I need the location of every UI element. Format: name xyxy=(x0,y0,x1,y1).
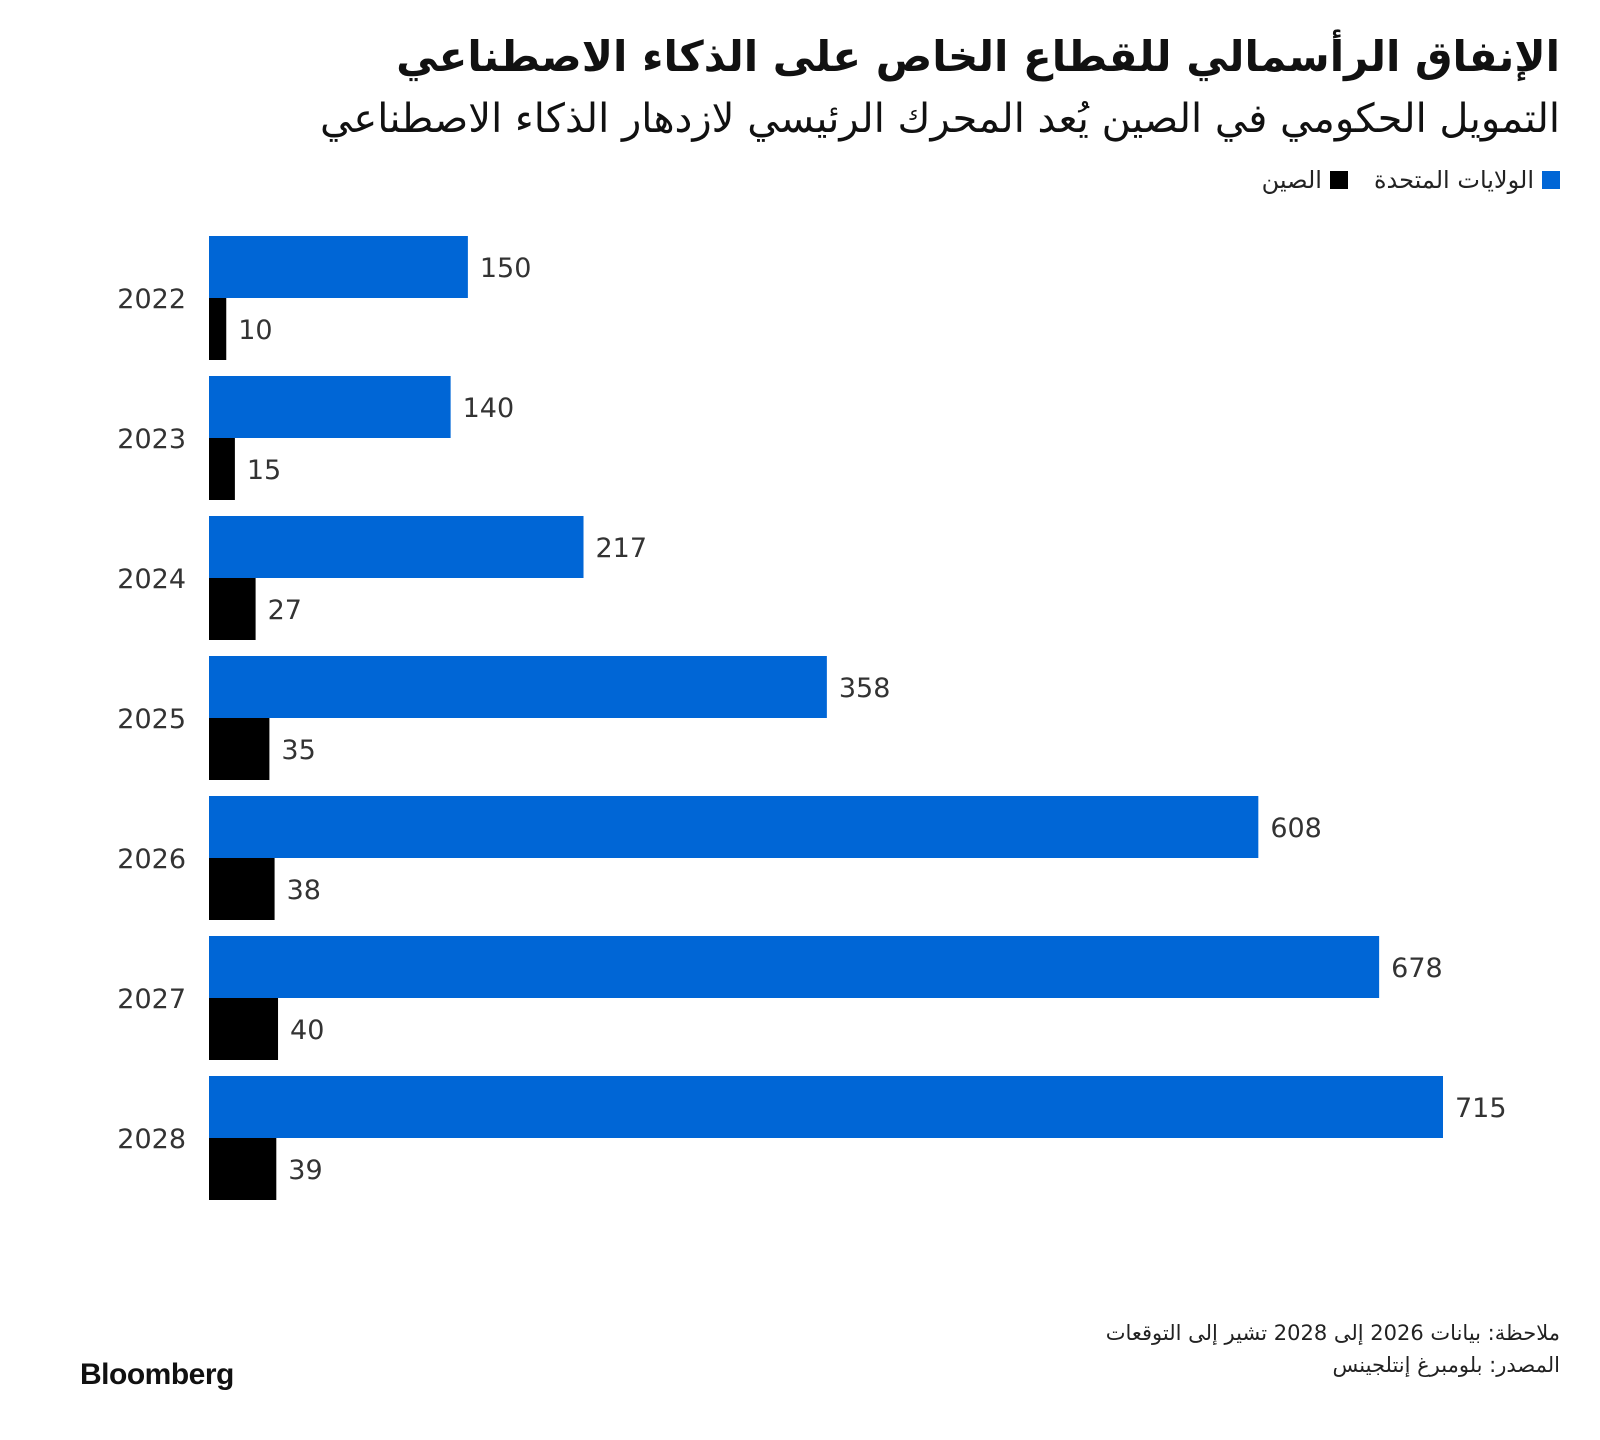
value-label-china: 15 xyxy=(247,455,281,486)
legend-label-us: الولايات المتحدة xyxy=(1373,166,1534,194)
chart-source: المصدر: بلومبرغ إنتلجينس xyxy=(1332,1353,1561,1377)
bar-us xyxy=(209,1076,1443,1138)
bar-us xyxy=(209,796,1259,858)
value-label-us: 608 xyxy=(1270,813,1322,844)
bar-china xyxy=(209,438,235,500)
bar-china xyxy=(209,998,279,1060)
year-label: 2026 xyxy=(117,844,186,875)
bar-chart: 2022 150 10 2023 140 15 2024 217 27 2025 358 35 2026… xyxy=(117,236,1507,1200)
year-label: 2027 xyxy=(117,984,186,1015)
bar-us xyxy=(209,516,584,578)
legend-item-us: الولايات المتحدة xyxy=(1374,166,1560,194)
bar-us xyxy=(209,376,451,438)
year-label: 2022 xyxy=(117,284,186,315)
chart-title: الإنفاق الرأسمالي للقطاع الخاص على الذكا… xyxy=(396,32,1560,81)
value-label-china: 38 xyxy=(287,875,321,906)
bar-us xyxy=(209,656,827,718)
bar-china xyxy=(209,1138,277,1200)
value-label-us: 140 xyxy=(463,393,515,424)
value-label-china: 40 xyxy=(290,1015,324,1046)
legend-label-china: الصين xyxy=(1261,166,1322,194)
value-label-china: 39 xyxy=(288,1155,322,1186)
bar-us xyxy=(209,936,1380,998)
legend: الولايات المتحدة الصين xyxy=(1262,166,1560,194)
legend-swatch-us xyxy=(1542,171,1560,189)
value-label-us: 150 xyxy=(480,253,532,284)
legend-swatch-china xyxy=(1329,171,1348,189)
value-label-us: 358 xyxy=(839,673,891,704)
year-label: 2025 xyxy=(117,704,186,735)
bar-china xyxy=(209,298,227,360)
chart-subtitle: التمويل الحكومي في الصين يُعد المحرك الر… xyxy=(320,96,1560,142)
bar-china xyxy=(209,578,256,640)
year-label: 2024 xyxy=(117,564,186,595)
value-label-china: 35 xyxy=(281,735,315,766)
chart-note: ملاحظة: بيانات 2026 إلى 2028 تشير إلى ال… xyxy=(1105,1321,1560,1345)
bar-us xyxy=(209,236,468,298)
value-label-china: 10 xyxy=(238,315,272,346)
value-label-us: 715 xyxy=(1455,1093,1507,1124)
year-label: 2028 xyxy=(117,1124,186,1155)
year-label: 2023 xyxy=(117,424,186,455)
bar-china xyxy=(209,858,275,920)
value-label-us: 217 xyxy=(596,533,648,564)
bar-china xyxy=(209,718,270,780)
value-label-china: 27 xyxy=(268,595,302,626)
legend-item-china: الصين xyxy=(1262,166,1348,194)
value-label-us: 678 xyxy=(1391,953,1443,984)
bloomberg-logo: Bloomberg xyxy=(80,1358,234,1391)
